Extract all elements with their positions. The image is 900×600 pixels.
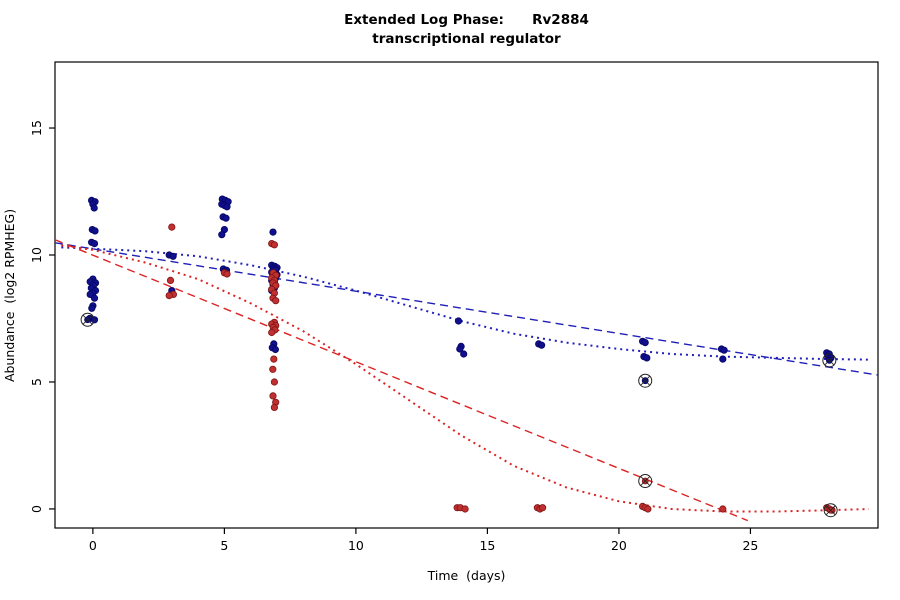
blue-dotted-fit <box>61 246 869 361</box>
blue-condition-points <box>91 227 99 235</box>
blue-condition-points <box>460 350 468 358</box>
blue-condition-points <box>169 252 177 260</box>
red-condition-points <box>270 355 278 363</box>
red-condition-points <box>272 297 280 305</box>
blue-condition-points <box>218 231 226 239</box>
x-tick-label: 25 <box>742 538 758 553</box>
blue-circled-points-ring <box>80 312 95 327</box>
blue-condition-points <box>720 346 728 354</box>
blue-dashed-fit <box>55 242 878 376</box>
x-tick-label: 0 <box>89 538 97 553</box>
x-tick-label: 5 <box>220 538 228 553</box>
plot-title: Extended Log Phase: Rv2884 <box>344 12 589 28</box>
y-tick-label: 15 <box>29 120 44 136</box>
red-dotted-fit <box>61 244 869 513</box>
plot-subtitle: transcriptional regulator <box>372 31 561 47</box>
blue-condition-points <box>90 240 99 248</box>
y-tick-label: 5 <box>29 378 44 386</box>
red-condition-points <box>269 392 277 400</box>
red-circled-points-ring <box>823 503 838 518</box>
red-condition-points <box>461 505 469 513</box>
red-dashed-fit <box>55 239 749 522</box>
y-tick-label: 10 <box>29 247 44 263</box>
red-condition-points <box>270 378 278 386</box>
blue-condition-points <box>271 345 279 354</box>
red-circled-points-cross <box>825 505 836 516</box>
red-condition-points <box>644 505 652 513</box>
x-axis-label: Time (days) <box>427 568 506 583</box>
blue-circled-points-cross <box>82 314 93 325</box>
x-tick-label: 20 <box>611 538 627 553</box>
blue-condition-points <box>90 294 99 302</box>
red-condition-points <box>269 365 277 373</box>
blue-condition-points <box>456 345 464 353</box>
blue-condition-points <box>90 204 98 212</box>
blue-condition-points <box>222 214 230 222</box>
blue-condition-points <box>537 341 546 349</box>
plot-box <box>54 61 879 529</box>
red-condition-points <box>270 403 278 411</box>
blue-condition-points <box>454 317 463 325</box>
red-circled-points-ring <box>638 474 653 489</box>
blue-circled-points-ring <box>822 353 837 368</box>
y-tick-label: 0 <box>29 505 44 513</box>
red-circled-points-cross <box>640 476 651 486</box>
red-condition-points <box>270 241 278 249</box>
x-tick-label: 10 <box>348 538 364 553</box>
red-condition-points <box>168 223 176 231</box>
red-condition-points <box>165 291 173 300</box>
blue-condition-points <box>269 228 277 236</box>
blue-condition-points <box>88 304 96 312</box>
blue-condition-points <box>643 354 651 362</box>
red-condition-points <box>223 270 231 278</box>
blue-circled-points-cross <box>640 375 651 386</box>
red-condition-points <box>166 276 175 284</box>
red-condition-points <box>268 328 276 337</box>
blue-circled-points-ring <box>638 373 653 388</box>
blue-condition-points <box>719 355 727 363</box>
x-tick-label: 15 <box>479 538 495 553</box>
blue-circled-points-cross <box>824 355 835 366</box>
blue-condition-points <box>223 203 231 211</box>
blue-condition-points <box>641 338 649 347</box>
y-axis-label: Abundance (log2 RPMHEG) <box>2 208 17 382</box>
red-condition-points <box>719 505 727 513</box>
red-condition-points <box>538 504 547 512</box>
